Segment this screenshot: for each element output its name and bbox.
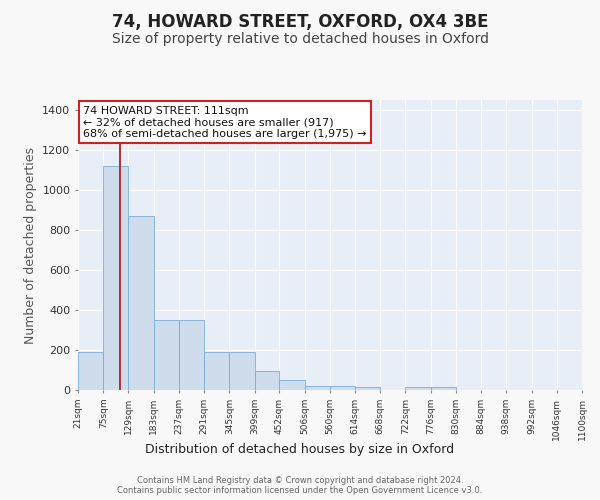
Text: Distribution of detached houses by size in Oxford: Distribution of detached houses by size … (145, 442, 455, 456)
Bar (154, 320, 179, 390)
Text: Contains HM Land Registry data © Crown copyright and database right 2024.
Contai: Contains HM Land Registry data © Crown c… (118, 476, 482, 495)
Bar (254, 371, 280, 390)
Bar (179, 320, 204, 390)
Text: Size of property relative to detached houses in Oxford: Size of property relative to detached ho… (112, 32, 488, 46)
Bar (431, 387, 456, 390)
Bar (103, 166, 128, 390)
Bar (406, 387, 431, 390)
Bar (229, 352, 254, 390)
Text: 74 HOWARD STREET: 111sqm
← 32% of detached houses are smaller (917)
68% of semi-: 74 HOWARD STREET: 111sqm ← 32% of detach… (83, 106, 367, 139)
Bar (78, 352, 103, 390)
Y-axis label: Number of detached properties: Number of detached properties (23, 146, 37, 344)
Bar (305, 386, 330, 390)
Bar (330, 386, 355, 390)
Text: 74, HOWARD STREET, OXFORD, OX4 3BE: 74, HOWARD STREET, OXFORD, OX4 3BE (112, 12, 488, 30)
Bar (128, 216, 154, 390)
Bar (355, 387, 380, 390)
Bar (204, 352, 229, 390)
Bar (280, 380, 305, 390)
